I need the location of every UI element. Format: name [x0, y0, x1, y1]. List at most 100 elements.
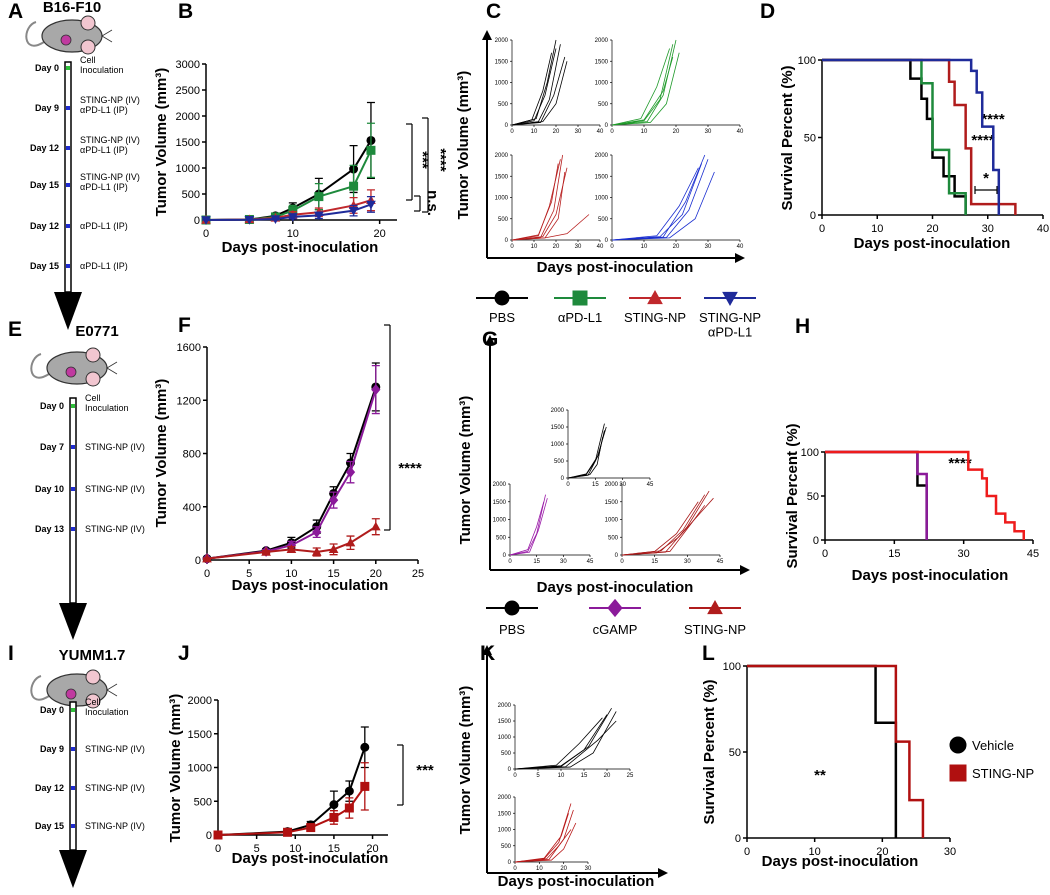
- event-day: Day 0: [40, 401, 64, 411]
- individual-curve: [567, 437, 604, 479]
- x-tick-label: 20: [370, 568, 382, 580]
- x-tick-label: 10: [536, 866, 543, 872]
- x-tick-label: 0: [566, 482, 570, 488]
- x-tick-label: 10: [809, 846, 821, 858]
- y-axis-label: Tumor Volume (mm³): [167, 694, 184, 843]
- event-text: STING-NP (IV): [85, 442, 145, 452]
- marker: [360, 742, 370, 752]
- cell-line: E0771: [75, 323, 118, 340]
- marker: [261, 546, 271, 556]
- marker: [494, 290, 510, 306]
- mouse-tail: [25, 21, 45, 47]
- y-tick-label: 1000: [595, 196, 609, 202]
- mouse-ear: [85, 669, 101, 685]
- x-tick-label: 30: [944, 846, 956, 858]
- event-tick: [71, 527, 75, 531]
- x-axis-label: Days post-inoculation: [232, 577, 389, 594]
- marker: [306, 823, 316, 833]
- marker: [370, 521, 381, 531]
- mouse-tail: [30, 353, 50, 379]
- event-tick: [71, 487, 75, 491]
- x-axis-label: Days post-inoculation: [854, 235, 1011, 252]
- y-tick-label: 2000: [595, 153, 609, 159]
- x-tick-label: 40: [737, 244, 744, 250]
- annotation: ****: [398, 460, 422, 477]
- x-tick-label: 20: [560, 866, 567, 872]
- y-tick-label: 500: [598, 217, 609, 223]
- individual-curve: [611, 56, 674, 126]
- x-tick-label: 20: [553, 129, 560, 135]
- x-tick-label: 0: [744, 846, 750, 858]
- y-tick-label: 2500: [176, 85, 200, 97]
- mouse-whisker: [106, 683, 118, 697]
- x-tick-label: 30: [958, 548, 970, 560]
- y-tick-label: 1500: [595, 174, 609, 180]
- marker: [287, 213, 298, 222]
- event-tick: [66, 66, 70, 70]
- y-tick-label: 800: [183, 449, 201, 461]
- mouse-ear: [80, 15, 96, 31]
- x-tick-label: 30: [982, 223, 994, 235]
- legend-label: cGAMP: [593, 622, 638, 637]
- annotation: ***: [414, 151, 431, 169]
- y-tick-label: 2000: [498, 795, 512, 801]
- y-tick-label: 1200: [177, 395, 201, 407]
- y-tick-label: 0: [605, 238, 609, 244]
- x-tick-label: 30: [575, 129, 582, 135]
- x-tick-label: 10: [531, 244, 538, 250]
- tumor: [65, 366, 77, 378]
- legend-label: STING-NP: [684, 622, 746, 637]
- marker: [344, 803, 354, 813]
- event-text: STING-NP (IV): [85, 821, 145, 831]
- marker: [345, 537, 356, 547]
- y-tick-label: 50: [807, 491, 819, 503]
- marker: [349, 181, 359, 191]
- marker: [572, 290, 588, 306]
- y-tick-label: 1000: [498, 735, 512, 741]
- x-tick-label: 20: [553, 244, 560, 250]
- marker: [329, 800, 339, 810]
- event-day: Day 0: [35, 63, 59, 73]
- y-tick-label: 500: [501, 751, 512, 757]
- y-tick-label: 1500: [551, 425, 565, 431]
- y-tick-label: 2000: [176, 111, 200, 123]
- marker: [366, 200, 376, 210]
- individual-curve: [611, 48, 670, 126]
- marker: [949, 764, 967, 782]
- y-tick-label: 100: [723, 661, 741, 673]
- y-tick-label: 0: [508, 860, 512, 866]
- event-text: Cell Inoculation: [85, 393, 129, 413]
- individual-curve: [611, 52, 680, 126]
- y-tick-label: 1600: [177, 342, 201, 354]
- event-text: STING-NP (IV): [85, 783, 145, 793]
- y-tick-label: 1500: [495, 59, 509, 65]
- mouse-ear: [85, 371, 101, 387]
- individual-curve: [509, 498, 548, 556]
- event-tick: [66, 146, 70, 150]
- event-day: Day 12: [30, 143, 59, 153]
- individual-curve: [509, 501, 545, 556]
- x-tick-label: 0: [215, 843, 221, 855]
- individual-curve: [611, 167, 699, 241]
- x-tick-label: 45: [717, 559, 724, 565]
- marker: [360, 781, 370, 791]
- event-tick: [71, 786, 75, 790]
- y-tick-label: 500: [194, 796, 212, 808]
- marker: [647, 289, 663, 305]
- y-tick-label: 0: [561, 476, 565, 482]
- mouse-whisker: [106, 361, 118, 375]
- marker: [329, 812, 339, 822]
- event-day: Day 9: [35, 103, 59, 113]
- y-tick-label: 2000: [595, 38, 609, 44]
- y-tick-label: 1000: [498, 828, 512, 834]
- y-tick-label: 500: [182, 189, 200, 201]
- x-tick-label: 20: [673, 244, 680, 250]
- y-tick-label: 0: [615, 553, 619, 559]
- event-text: STING-NP (IV): [85, 744, 145, 754]
- marker: [328, 544, 339, 554]
- individual-curve: [509, 494, 546, 556]
- event-day: Day 12: [35, 783, 64, 793]
- y-tick-label: 100: [798, 55, 816, 67]
- y-axis-label: Tumor Volume (mm³): [153, 379, 170, 528]
- panel-letter: J: [178, 642, 190, 665]
